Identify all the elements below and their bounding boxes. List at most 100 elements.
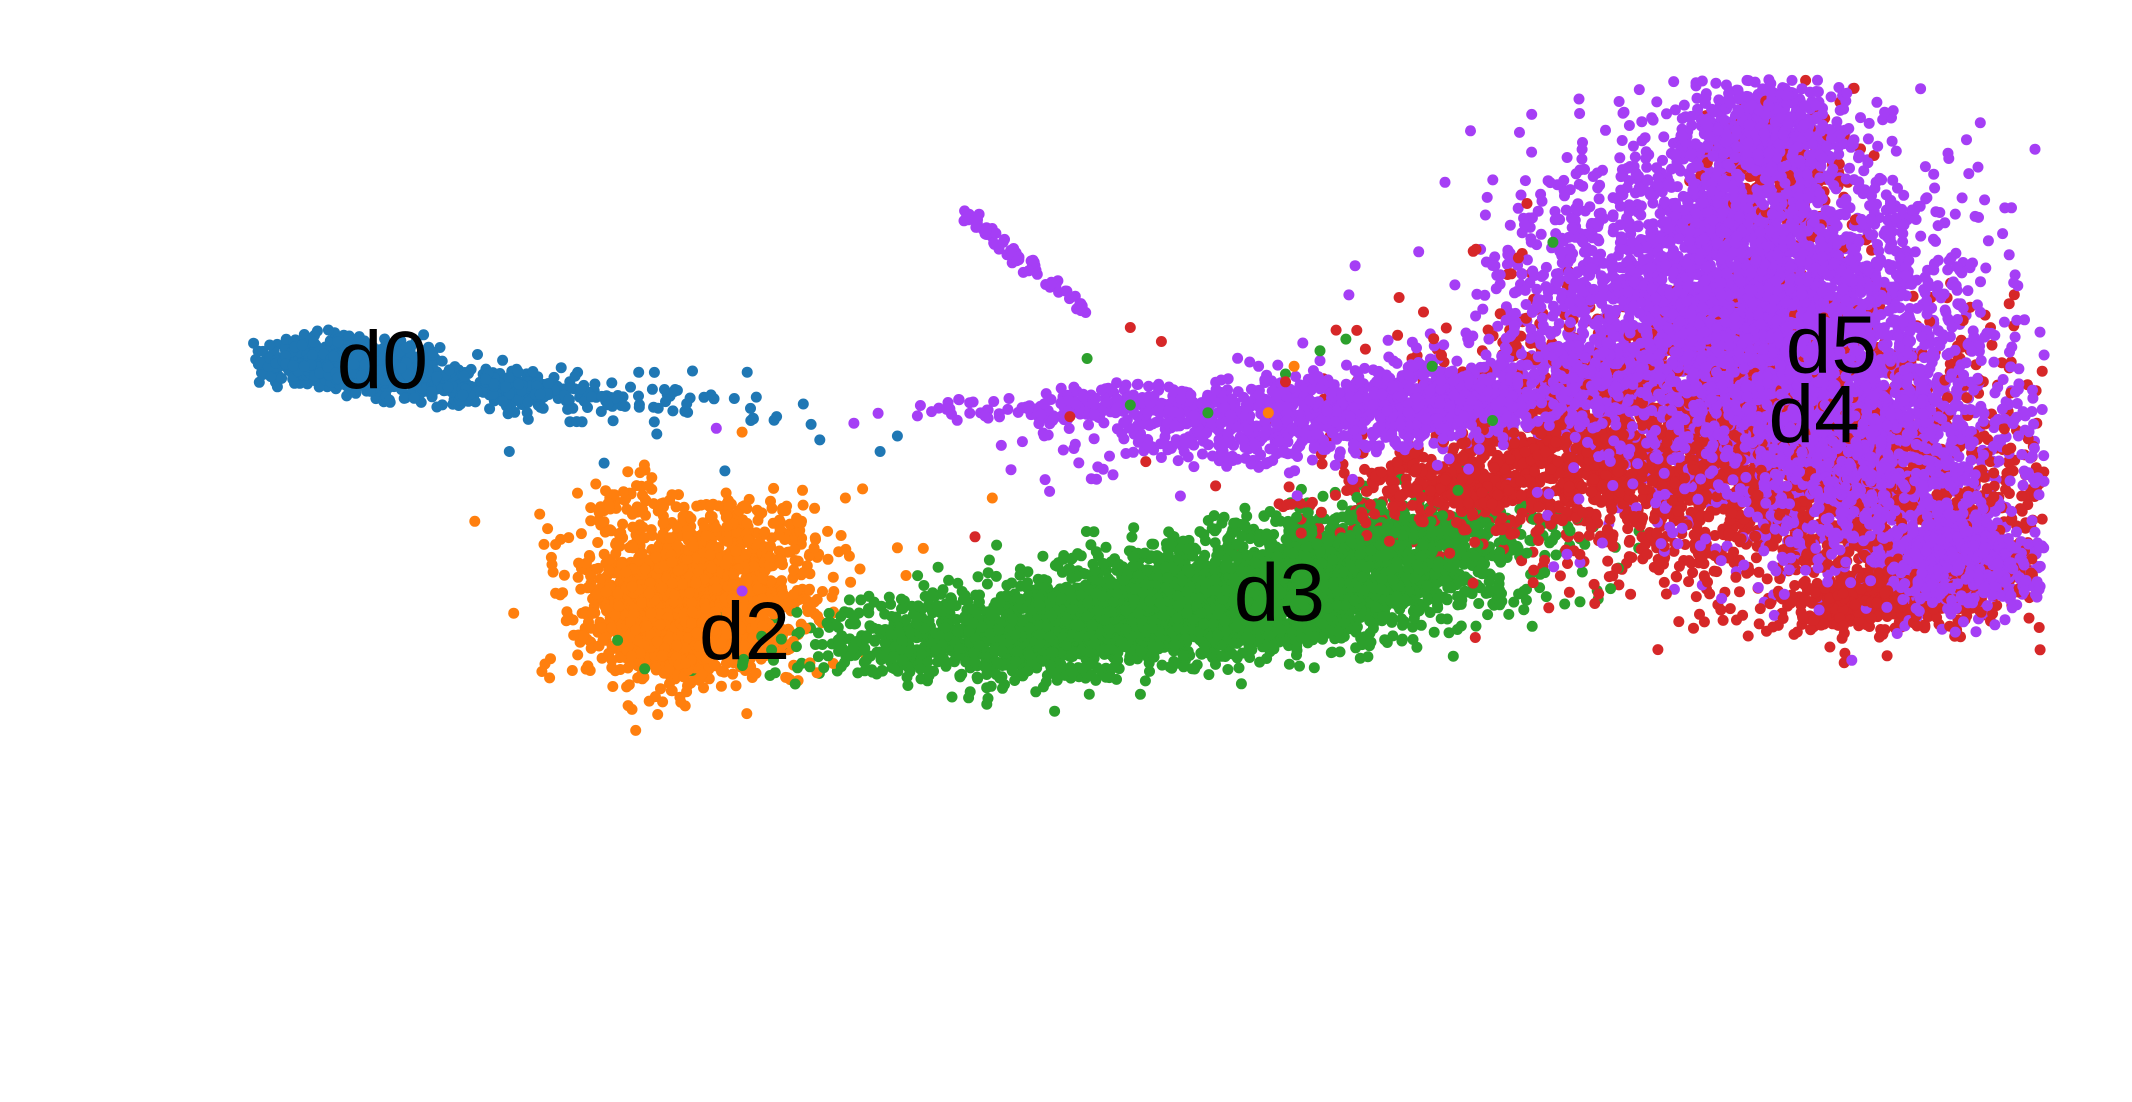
point-d0 <box>500 381 512 393</box>
point-d2 <box>582 582 594 594</box>
point-d3 <box>789 678 801 690</box>
point-d2 <box>817 586 828 597</box>
point-d3 <box>946 691 958 703</box>
point-d0 <box>633 401 645 413</box>
scatter-points <box>248 74 2050 736</box>
point-d0 <box>398 392 410 404</box>
point-d2 <box>777 505 789 517</box>
point-d2 <box>797 499 809 511</box>
point-d0 <box>668 386 680 398</box>
point-d2 <box>808 596 820 608</box>
point-d2 <box>622 466 634 478</box>
point-d0 <box>484 403 496 415</box>
point-d3 <box>1540 591 1552 603</box>
point-d0 <box>589 378 601 390</box>
point-d3 <box>1239 502 1251 514</box>
point-d2 <box>585 570 597 582</box>
point-d0 <box>480 373 491 385</box>
point-d2 <box>655 498 667 510</box>
point-d0 <box>619 400 631 412</box>
point-d2 <box>572 487 583 499</box>
point-d0 <box>431 371 443 383</box>
point-d2 <box>575 528 587 540</box>
point-d3 <box>1128 522 1140 534</box>
point-d0 <box>569 370 581 382</box>
point-d0 <box>341 390 353 402</box>
point-d2 <box>741 708 753 720</box>
point-d2 <box>508 607 520 619</box>
point-d0 <box>534 388 546 400</box>
point-d0 <box>625 381 636 393</box>
point-d0 <box>512 366 524 378</box>
point-d0 <box>687 365 698 377</box>
point-d0 <box>648 416 660 428</box>
point-d2 <box>598 548 610 560</box>
point-d3 <box>1006 577 1018 589</box>
point-d0 <box>287 360 299 372</box>
point-d0 <box>705 389 717 401</box>
point-d2 <box>822 525 834 537</box>
point-d3 <box>1088 526 1100 538</box>
point-d0 <box>322 324 334 336</box>
point-d2 <box>666 489 678 501</box>
point-d2 <box>592 537 604 548</box>
point-d0 <box>457 389 469 401</box>
point-d0 <box>521 407 533 419</box>
point-d3 <box>918 580 930 591</box>
point-d3 <box>972 571 984 583</box>
point-d3 <box>1083 688 1095 700</box>
point-d3 <box>864 620 876 632</box>
point-d2 <box>558 569 570 581</box>
point-d3 <box>1134 688 1146 700</box>
point-d0 <box>379 333 391 345</box>
point-d3 <box>1100 541 1112 553</box>
point-d0 <box>458 370 470 382</box>
point-d0 <box>741 366 753 378</box>
point-d0 <box>648 366 660 378</box>
point-d3 <box>1559 598 1571 610</box>
point-d3 <box>791 606 803 618</box>
point-d0 <box>750 391 762 403</box>
point-d3 <box>858 644 870 656</box>
point-d0 <box>298 360 310 372</box>
point-d0 <box>502 408 514 420</box>
point-d0 <box>522 396 534 408</box>
point-d0 <box>728 393 740 404</box>
point-d0 <box>667 405 679 417</box>
point-d2 <box>839 492 851 504</box>
point-d0 <box>527 366 539 377</box>
point-d2 <box>630 724 642 736</box>
point-d3 <box>1194 526 1206 538</box>
point-d2 <box>776 575 788 587</box>
point-d2 <box>682 680 693 692</box>
point-d0 <box>606 377 618 389</box>
point-d0 <box>472 349 483 360</box>
point-d0 <box>652 402 664 414</box>
point-d2 <box>854 563 866 575</box>
point-d0 <box>497 354 509 366</box>
point-d2 <box>534 508 546 520</box>
point-d3 <box>816 639 828 650</box>
point-d3 <box>1283 658 1295 670</box>
point-d0 <box>563 393 575 405</box>
point-d0 <box>596 390 608 402</box>
point-d3 <box>1317 490 1329 502</box>
point-d3 <box>863 607 875 619</box>
point-d0 <box>745 402 756 414</box>
point-d2 <box>730 680 742 692</box>
point-d0 <box>651 428 663 440</box>
point-d0 <box>513 378 525 390</box>
point-d0 <box>797 398 809 410</box>
point-d2 <box>590 478 602 490</box>
point-d2 <box>626 703 638 715</box>
point-d0 <box>503 371 515 383</box>
point-d0 <box>427 346 439 358</box>
point-d0 <box>575 383 587 395</box>
point-d0 <box>497 395 509 407</box>
point-d2 <box>809 502 821 514</box>
point-d0 <box>681 398 693 410</box>
point-d3 <box>991 539 1003 551</box>
point-d0 <box>308 336 320 348</box>
point-d0 <box>607 415 619 427</box>
